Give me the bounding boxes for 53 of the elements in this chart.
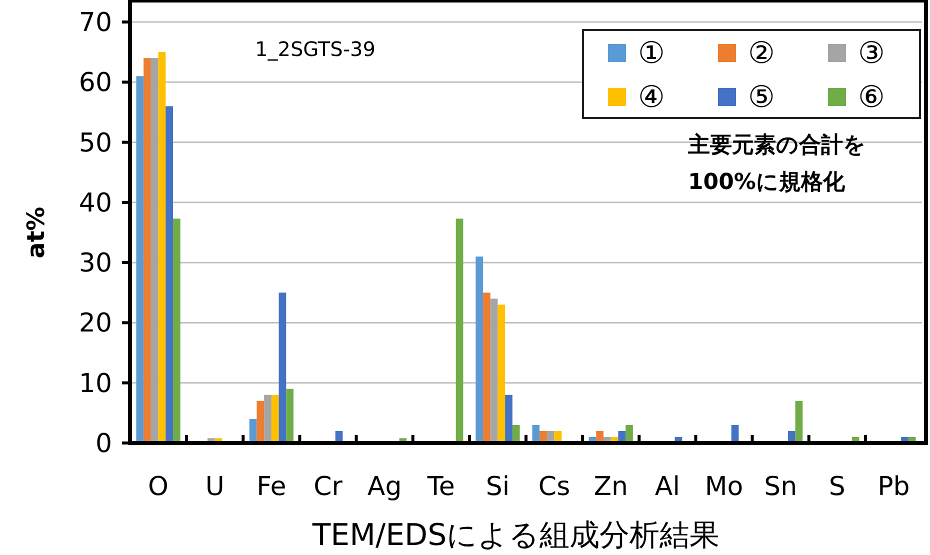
x-tick-label: Al [654,472,680,502]
y-tick-label: 10 [78,368,112,399]
legend-label: ④ [638,80,665,115]
legend-label: ① [638,36,665,71]
y-tick-label: 40 [78,188,112,218]
bar [172,218,180,443]
bar [158,52,166,443]
y-tick-label: 70 [78,8,112,38]
bar [166,106,173,443]
x-tick-label: Zn [594,472,628,502]
legend-label: ③ [858,36,885,71]
bar [505,394,512,443]
bar [286,388,294,443]
bar [278,292,286,443]
x-tick-label: Sn [764,472,798,502]
bar [498,304,506,443]
bar [532,424,540,443]
bar [256,400,264,443]
annotation: 主要元素の合計を 100%に規格化 [687,132,866,195]
bar [136,76,144,443]
y-tick-label: 50 [78,128,112,158]
bar [144,58,151,443]
x-tick-label: Mo [704,472,744,502]
x-axis-title: TEM/EDSによる組成分析結果 [311,518,720,553]
bar [271,394,279,443]
text: 1_2SGTS-39 [255,37,376,61]
bar [490,298,498,443]
x-tick-label: Si [486,472,510,502]
bar [264,394,272,443]
legend-label: ⑥ [858,80,885,115]
bar [476,256,484,443]
x-tick-label: Cs [538,472,570,502]
bar [456,218,464,443]
x-tick-label: S [828,472,846,502]
legend-label: ② [748,36,775,71]
bar [795,400,803,443]
x-tick-label: Fe [256,472,286,502]
bar [483,292,490,443]
x-tick-label: U [205,472,224,502]
legend-label: ⑤ [748,80,775,115]
x-tick-label: Ag [367,472,402,502]
y-tick-label: 0 [95,429,112,459]
x-tick-label: Pb [878,472,910,502]
y-tick-label: 20 [78,308,112,339]
x-tick-label: O [148,472,169,502]
bar [150,58,158,443]
x-tick-label: Cr [314,472,343,502]
bar [512,424,520,443]
x-tick-label: Te [426,472,455,502]
y-tick-label: 60 [78,68,112,98]
y-tick-label: 30 [78,248,112,279]
y-axis-title: at% [22,206,50,258]
bar [626,424,633,443]
